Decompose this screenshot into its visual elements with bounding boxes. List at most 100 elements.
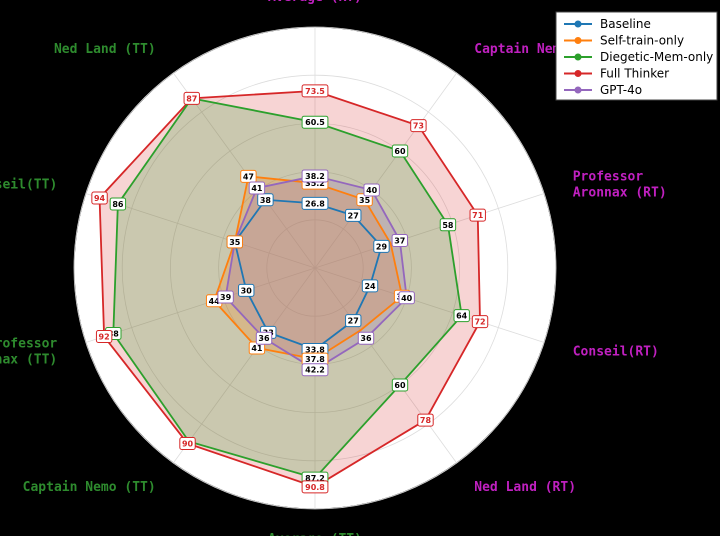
axis-label-captain-nemo-tt: Captain Nemo (TT) xyxy=(23,480,156,495)
axis-label-average-tt: Average (TT) xyxy=(268,532,362,536)
value-label-box xyxy=(417,413,434,427)
grid-spoke-ned-land-rt xyxy=(314,267,457,464)
value-label-box xyxy=(226,235,243,249)
value-label-gpt-4o: 40 xyxy=(398,291,415,305)
value-label-text: 87 xyxy=(186,94,197,103)
value-label-text: 37 xyxy=(394,236,405,245)
value-label-box xyxy=(398,291,415,305)
value-label-text: 36 xyxy=(258,334,270,343)
value-label-text: 38 xyxy=(260,196,272,205)
value-label-baseline: 24 xyxy=(361,279,379,293)
axis-label-professor-aronnax-rt: Professor Aronnax (RT) xyxy=(573,169,667,200)
value-label-full-thinker: 73 xyxy=(410,119,427,133)
axis-label-line: Average (TT) xyxy=(268,532,362,536)
value-label-box xyxy=(301,196,329,210)
value-label-text: 94 xyxy=(94,194,106,203)
value-label-full-thinker: 87 xyxy=(183,91,200,105)
value-label-box xyxy=(301,363,329,377)
value-label-text: 40 xyxy=(366,186,378,195)
axis-label-ned-land-tt: Ned Land (TT) xyxy=(54,42,156,57)
value-label-diegetic-mem-only: 64 xyxy=(453,309,470,323)
value-labels: 26.82729242733.83330353835.2353837.84144… xyxy=(91,84,489,494)
value-label-text: 73 xyxy=(413,122,424,131)
value-label-text: 38.2 xyxy=(305,172,325,181)
axis-label-line: Captain Nemo (TT) xyxy=(23,480,156,495)
value-label-box xyxy=(238,283,255,297)
legend: Baseline Self-train-only Diegetic-Mem-only… xyxy=(555,11,718,101)
value-label-baseline: 27 xyxy=(345,314,362,328)
axis-label-line: Professor xyxy=(0,337,57,352)
axis-label-line: Professor xyxy=(573,169,644,184)
legend-label: Diegetic-Mem-only xyxy=(600,50,713,64)
legend-item-baseline: Baseline xyxy=(564,17,651,31)
value-label-diegetic-mem-only: 60.5 xyxy=(301,115,329,129)
value-label-box xyxy=(345,314,362,328)
value-label-baseline: 38 xyxy=(257,193,274,207)
value-label-box xyxy=(391,144,409,158)
grid-spoke-professor-aronnax-rt xyxy=(314,193,545,269)
value-label-box xyxy=(391,378,409,392)
value-label-box xyxy=(95,330,113,344)
grid-spoke-conseil-rt xyxy=(314,267,545,343)
value-label-box xyxy=(439,218,457,232)
value-label-text: 92 xyxy=(99,333,110,342)
value-label-text: 60 xyxy=(394,381,406,390)
value-label-box xyxy=(217,290,234,304)
value-label-gpt-4o: 37 xyxy=(391,233,409,247)
value-label-gpt-4o: 36 xyxy=(255,331,273,345)
legend-item-full-thinker: Full Thinker xyxy=(564,67,669,81)
value-label-box xyxy=(179,436,196,450)
legend-label: Self-train-only xyxy=(600,34,684,48)
value-label-text: 37.8 xyxy=(305,355,325,364)
value-label-text: 90.8 xyxy=(305,483,325,492)
value-label-full-thinker: 78 xyxy=(417,413,434,427)
value-label-box xyxy=(301,480,329,494)
value-label-text: 87.2 xyxy=(305,474,325,483)
value-label-text: 41 xyxy=(251,344,263,353)
legend-swatch-marker xyxy=(574,86,582,94)
value-label-box xyxy=(257,193,274,207)
value-label-self-train-only: 35 xyxy=(226,235,243,249)
value-label-box xyxy=(469,208,486,222)
value-label-full-thinker: 90 xyxy=(179,436,196,450)
axis-label-line: Ned Land (RT) xyxy=(474,480,576,495)
value-label-diegetic-mem-only: 86 xyxy=(109,197,127,211)
grid-spoke-professor-aronnax-tt xyxy=(85,267,316,343)
value-label-box xyxy=(109,197,127,211)
value-label-text: 24 xyxy=(364,282,376,291)
value-label-gpt-4o: 42.2 xyxy=(301,363,329,377)
legend-swatch-marker xyxy=(574,53,582,61)
value-label-text: 39 xyxy=(220,293,232,302)
grid-spoke-captain-nemo-tt xyxy=(173,267,316,464)
value-label-gpt-4o: 36 xyxy=(357,331,375,345)
value-label-text: 35 xyxy=(229,238,241,247)
value-label-diegetic-mem-only: 58 xyxy=(439,218,457,232)
axis-label-line: Aronnax (TT) xyxy=(0,353,57,368)
value-label-text: 26.8 xyxy=(305,199,325,208)
value-label-box xyxy=(373,239,390,253)
legend-label: GPT-4o xyxy=(600,83,642,97)
value-label-box xyxy=(301,169,329,183)
legend-item-gpt-4o: GPT-4o xyxy=(564,83,642,97)
value-label-text: 27 xyxy=(348,317,359,326)
value-label-self-train-only: 35 xyxy=(356,193,373,207)
legend-swatch-marker xyxy=(574,70,582,77)
value-label-full-thinker: 92 xyxy=(95,330,113,344)
value-label-text: 60 xyxy=(394,147,406,156)
value-label-box xyxy=(240,169,257,183)
axis-label-line: Aronnax (RT) xyxy=(573,185,667,200)
legend-item-diegetic-mem-only: Diegetic-Mem-only xyxy=(564,50,713,64)
value-label-box xyxy=(391,233,409,247)
value-label-text: 86 xyxy=(112,200,124,209)
value-label-text: 71 xyxy=(472,211,484,220)
value-label-full-thinker: 72 xyxy=(471,315,489,329)
value-label-text: 29 xyxy=(376,242,388,251)
value-label-full-thinker: 90.8 xyxy=(301,480,329,494)
value-label-box xyxy=(357,331,375,345)
value-label-gpt-4o: 40 xyxy=(363,183,380,197)
value-label-text: 60.5 xyxy=(305,118,325,127)
value-label-text: 27 xyxy=(348,211,359,220)
value-label-text: 90 xyxy=(182,439,194,448)
